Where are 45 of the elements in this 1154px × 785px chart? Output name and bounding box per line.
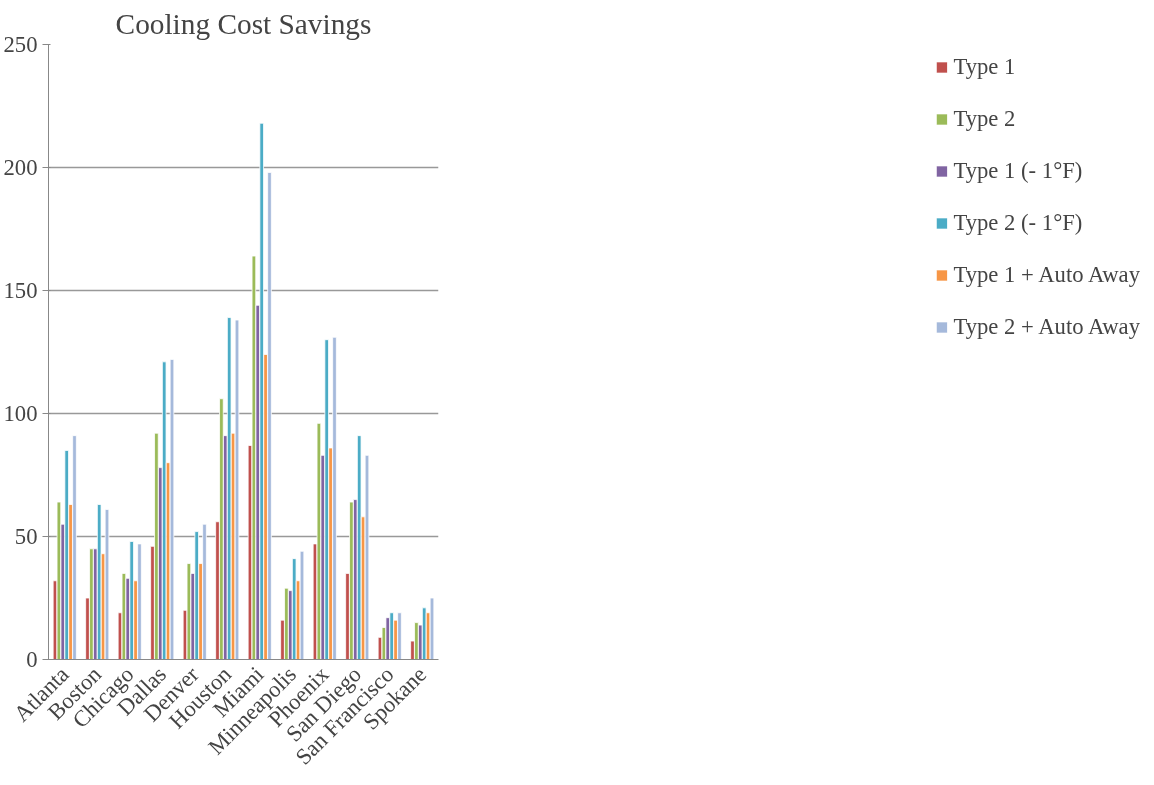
chart-title: Cooling Cost Savings	[115, 7, 372, 40]
y-tick-label: 50	[14, 524, 38, 549]
bar	[316, 422, 322, 660]
bar	[219, 398, 224, 660]
y-tick-label: 250	[3, 32, 38, 57]
bar	[186, 563, 192, 660]
bar	[226, 317, 232, 660]
bar	[324, 339, 329, 660]
y-tick-label: 200	[3, 155, 38, 180]
bar	[414, 622, 419, 660]
legend-label: Type 2 + Auto Away	[953, 314, 1140, 340]
bar	[429, 597, 435, 660]
bar	[194, 531, 199, 660]
bar	[56, 501, 62, 660]
bar	[202, 523, 207, 660]
bar	[291, 558, 297, 660]
bar	[421, 607, 427, 660]
bar	[121, 573, 127, 660]
bar	[154, 432, 159, 660]
bar	[169, 358, 175, 660]
legend-label: Type 2 (- 1°F)	[953, 210, 1084, 236]
bar	[64, 450, 69, 660]
bar	[96, 504, 102, 660]
bar	[364, 454, 370, 660]
bar	[267, 172, 272, 660]
y-tick-label: 100	[3, 401, 38, 426]
bar	[104, 509, 110, 660]
bar	[129, 541, 134, 660]
bar	[251, 255, 257, 660]
bar	[137, 543, 142, 660]
y-tick-label: 150	[3, 278, 38, 303]
legend-label: Type 1 (- 1°F)	[953, 158, 1084, 184]
bar	[397, 612, 402, 660]
bar	[234, 319, 240, 660]
bar	[259, 122, 264, 660]
bar	[72, 435, 77, 660]
bar	[356, 435, 362, 660]
legend-label: Type 1 + Auto Away	[953, 262, 1140, 288]
bar	[332, 336, 337, 660]
y-tick-label: 0	[26, 647, 38, 672]
bar	[161, 361, 167, 660]
bar	[389, 612, 394, 660]
bar	[299, 550, 305, 660]
legend-label: Type 2	[953, 106, 1017, 132]
legend-label: Type 1	[953, 54, 1017, 80]
